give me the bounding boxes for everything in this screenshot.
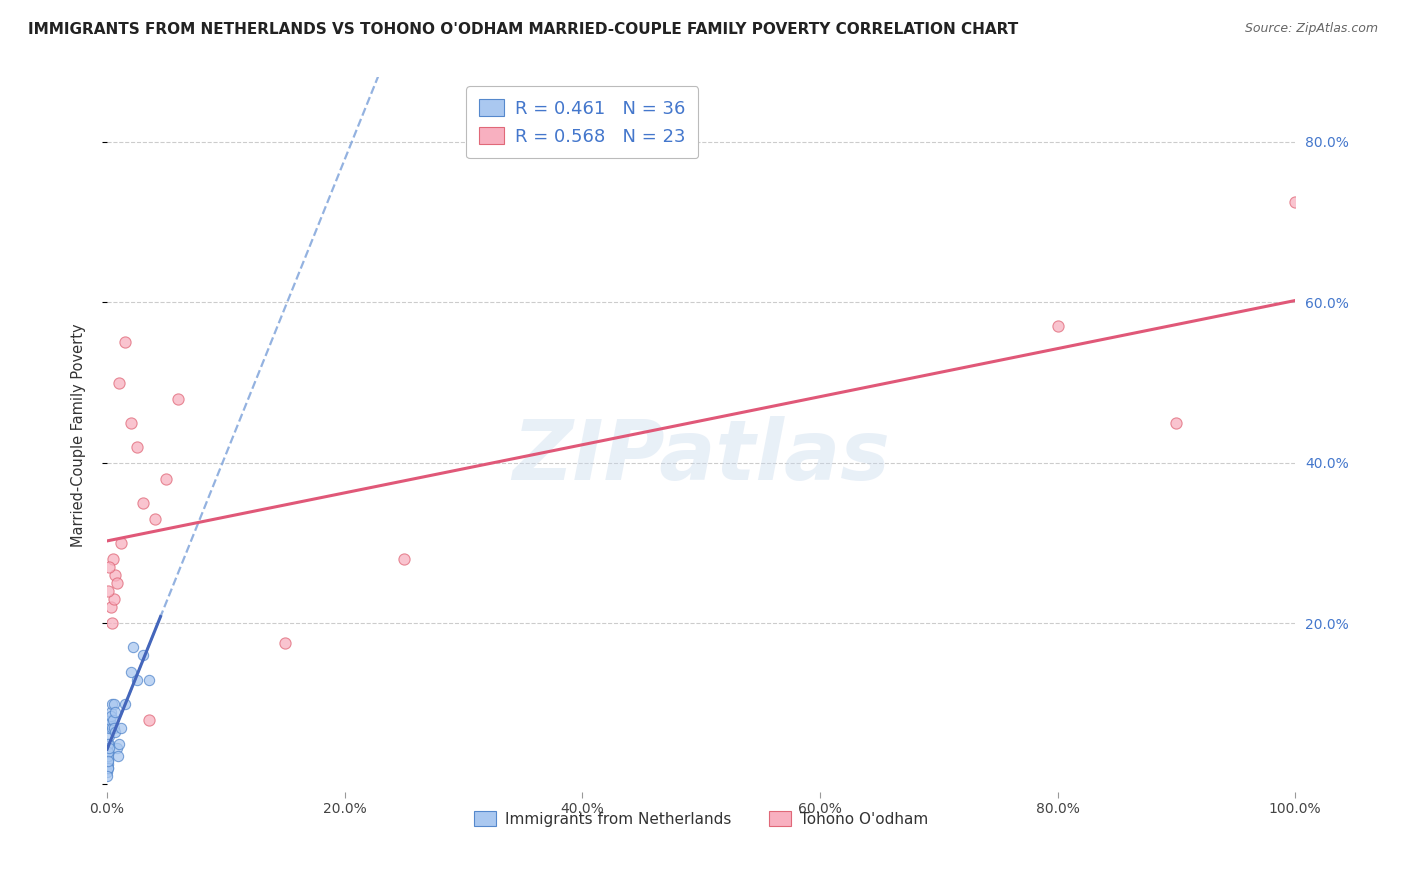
Point: [100, 600, 122, 615]
Point: [103, 697, 125, 711]
Point: [96, 761, 118, 775]
Point: [110, 721, 132, 735]
Point: [105, 576, 128, 591]
Point: [114, 697, 136, 711]
Legend: Immigrants from Netherlands, Tohono O'odham: Immigrants from Netherlands, Tohono O'od…: [467, 804, 936, 834]
Point: [97, 745, 120, 759]
Point: [101, 713, 124, 727]
Point: [108, 737, 131, 751]
Point: [101, 697, 124, 711]
Point: [96, 769, 118, 783]
Point: [105, 740, 128, 755]
Point: [132, 496, 155, 510]
Point: [120, 665, 142, 679]
Point: [103, 721, 125, 735]
Point: [132, 648, 155, 663]
Point: [98, 729, 121, 743]
Y-axis label: Married-Couple Family Poverty: Married-Couple Family Poverty: [72, 323, 86, 547]
Point: [107, 748, 129, 763]
Point: [97, 584, 120, 599]
Point: [97, 748, 120, 763]
Point: [97, 737, 120, 751]
Point: [98, 560, 121, 574]
Point: [98, 721, 121, 735]
Point: [103, 592, 125, 607]
Point: [155, 472, 177, 486]
Point: [114, 335, 136, 350]
Text: IMMIGRANTS FROM NETHERLANDS VS TOHONO O'ODHAM MARRIED-COUPLE FAMILY POVERTY CORR: IMMIGRANTS FROM NETHERLANDS VS TOHONO O'…: [28, 22, 1018, 37]
Text: ZIPatlas: ZIPatlas: [512, 416, 890, 497]
Point: [120, 416, 142, 430]
Point: [104, 568, 127, 582]
Point: [108, 376, 131, 390]
Text: Source: ZipAtlas.com: Source: ZipAtlas.com: [1244, 22, 1378, 36]
Point: [1284, 194, 1306, 209]
Point: [97, 755, 120, 769]
Point: [104, 705, 127, 719]
Point: [98, 713, 121, 727]
Point: [274, 636, 297, 650]
Point: [96, 764, 118, 779]
Point: [138, 713, 160, 727]
Point: [101, 616, 124, 631]
Point: [97, 745, 120, 759]
Point: [101, 552, 124, 566]
Point: [97, 737, 120, 751]
Point: [100, 705, 122, 719]
Point: [1166, 416, 1188, 430]
Point: [138, 673, 160, 687]
Point: [392, 552, 415, 566]
Point: [125, 673, 148, 687]
Point: [143, 512, 166, 526]
Point: [104, 724, 127, 739]
Point: [167, 392, 190, 406]
Point: [125, 440, 148, 454]
Point: [98, 716, 121, 731]
Point: [100, 708, 122, 723]
Point: [122, 640, 145, 655]
Point: [97, 756, 120, 771]
Point: [97, 753, 120, 767]
Point: [101, 721, 124, 735]
Point: [1046, 319, 1069, 334]
Point: [97, 761, 120, 775]
Point: [110, 536, 132, 550]
Point: [97, 740, 120, 755]
